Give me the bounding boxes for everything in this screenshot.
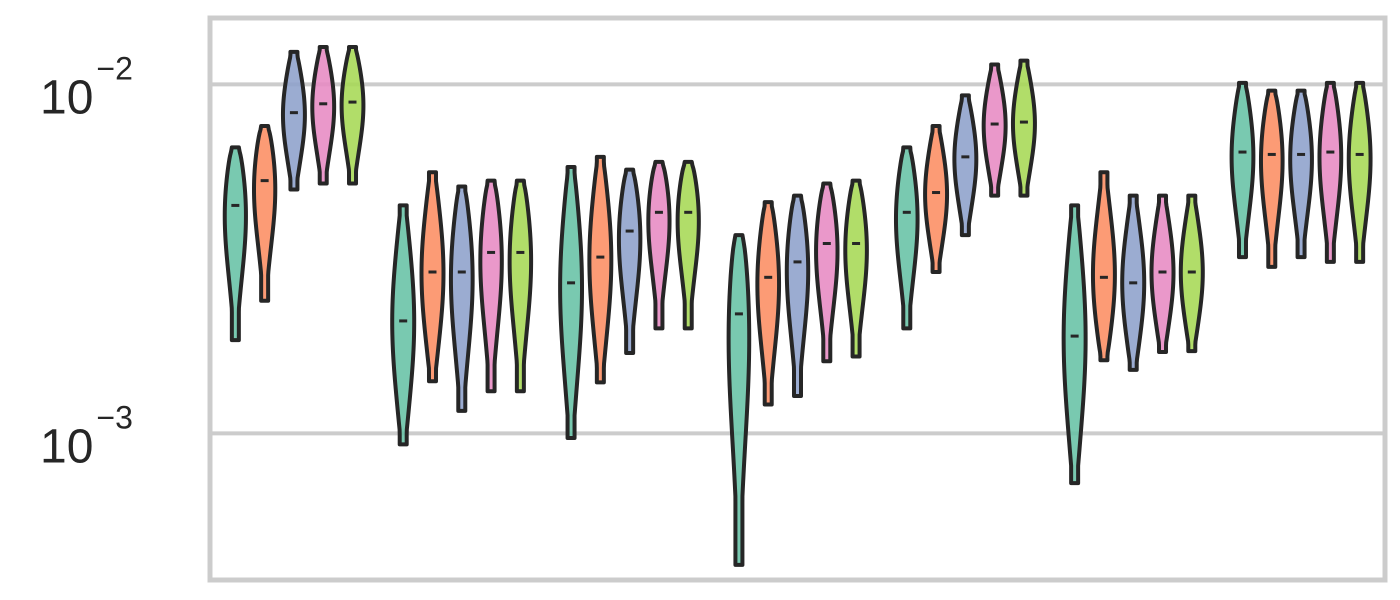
violin-body-g5-v3 [1149, 193, 1176, 355]
violin-body-g2-v0 [558, 164, 584, 440]
violin-group-4 [893, 58, 1037, 331]
violin-body-g4-v2 [952, 93, 979, 238]
violin-body-g0-v1 [252, 124, 278, 303]
violin-group-0 [222, 45, 366, 343]
violin-body-g0-v3 [310, 45, 337, 186]
violin-body-g4-v1 [923, 124, 950, 275]
y-tick-layer: 10−210−3 [40, 50, 133, 473]
violin-body-g4-v0 [893, 145, 920, 331]
violin-body-g3-v3 [814, 181, 840, 364]
violin-body-g1-v3 [478, 178, 504, 394]
violin-body-g3-v4 [843, 178, 869, 359]
violin-body-g6-v4 [1346, 80, 1373, 264]
violin-body-g2-v1 [587, 154, 614, 385]
plot-frame [207, 15, 1388, 583]
violin-body-g4-v4 [1010, 58, 1037, 198]
y-tick-label-1: 10−3 [40, 399, 133, 473]
violin-layer [222, 45, 1373, 567]
violin-body-g4-v3 [981, 62, 1008, 198]
violin-body-g1-v2 [448, 184, 475, 413]
violin-body-g1-v0 [390, 203, 417, 447]
violin-body-g1-v4 [507, 178, 534, 394]
violin-group-1 [390, 170, 534, 447]
violin-body-g6-v2 [1288, 88, 1314, 260]
violin-group-3 [726, 178, 869, 567]
y-tick-label-0: 10−2 [40, 50, 133, 124]
violin-body-g5-v0 [1061, 203, 1088, 486]
y-tick-exponent: −3 [96, 399, 132, 435]
violin-body-g2-v2 [616, 167, 643, 355]
violin-body-g2-v4 [675, 159, 701, 331]
violin-body-g6-v1 [1258, 88, 1285, 269]
y-tick-exponent: −2 [96, 50, 132, 86]
violin-body-g0-v4 [339, 45, 366, 186]
violin-body-g2-v3 [646, 159, 672, 331]
violin-body-g3-v2 [784, 193, 811, 398]
violin-body-g6-v3 [1317, 80, 1344, 264]
violin-body-g0-v2 [280, 49, 307, 192]
violin-body-g0-v0 [222, 145, 248, 343]
y-tick-base: 10 [40, 71, 93, 124]
violin-body-g3-v0 [726, 233, 752, 567]
violin-body-g3-v1 [755, 200, 782, 407]
violin-body-g5-v1 [1090, 170, 1117, 363]
violin-body-g6-v0 [1229, 80, 1256, 260]
violin-group-2 [558, 154, 701, 440]
violin-group-6 [1229, 80, 1373, 269]
violin-body-g1-v1 [419, 170, 446, 384]
y-tick-base: 10 [40, 420, 93, 473]
violin-group-5 [1061, 170, 1205, 486]
